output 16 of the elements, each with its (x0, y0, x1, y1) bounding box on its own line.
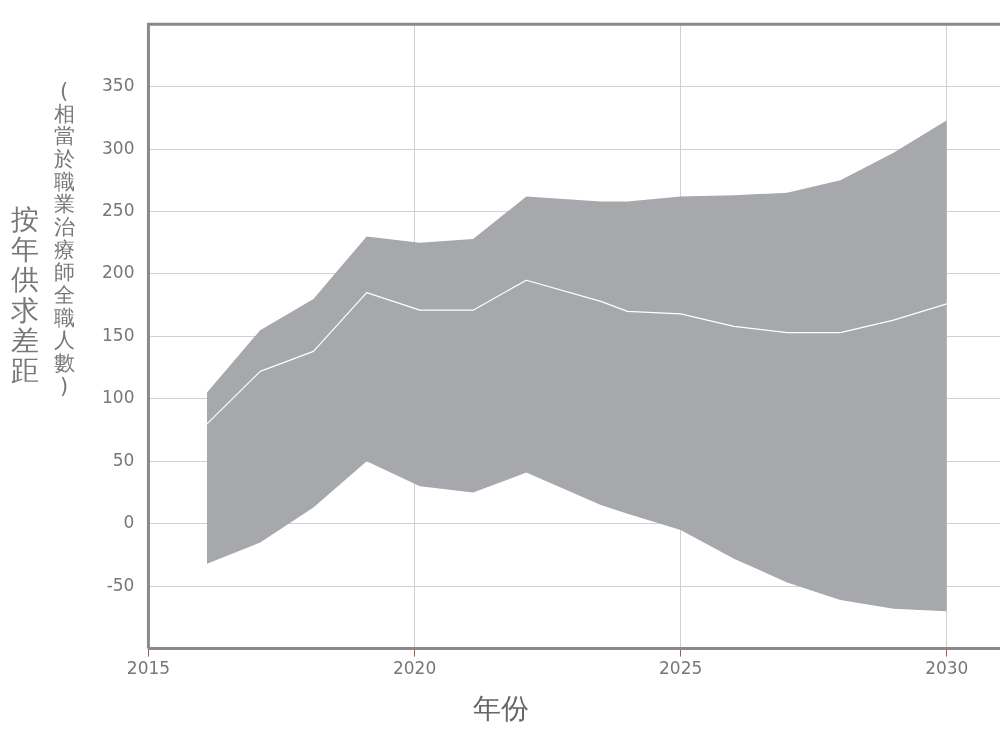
y-axis-title: 按年供求差距 (10, 203, 40, 388)
y-tick-label: 300 (101, 137, 135, 158)
y-tick-label: 50 (112, 449, 135, 470)
y-tick-label: 350 (101, 75, 135, 96)
x-tick-label: 2015 (126, 658, 171, 679)
y-tick-label: 150 (101, 324, 135, 345)
x-tick-label: 2025 (659, 658, 703, 679)
y-tick-label: 250 (101, 199, 135, 220)
x-axis-title: 年份 (472, 691, 530, 727)
y-tick-label: -50 (106, 574, 135, 595)
y-tick-label: 200 (101, 262, 135, 283)
x-tick-label: 2020 (392, 658, 437, 679)
x-tick-label: 2030 (925, 658, 969, 679)
y-tick-label: 0 (123, 512, 135, 533)
text: (相當於職業治療師全職人數) (53, 79, 75, 398)
y-tick-label: 100 (101, 387, 135, 408)
